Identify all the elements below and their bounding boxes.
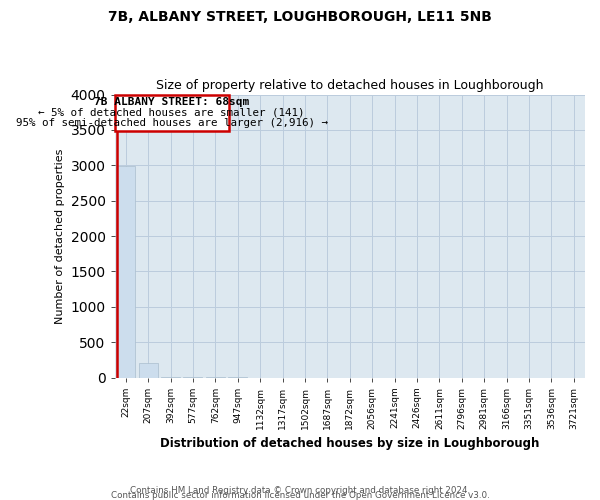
Text: ← 5% of detached houses are smaller (141): ← 5% of detached houses are smaller (141… <box>38 107 305 117</box>
Bar <box>139 363 158 378</box>
Text: 7B ALBANY STREET: 68sqm: 7B ALBANY STREET: 68sqm <box>94 96 249 106</box>
Text: Contains public sector information licensed under the Open Government Licence v3: Contains public sector information licen… <box>110 490 490 500</box>
Text: 95% of semi-detached houses are larger (2,916) →: 95% of semi-detached houses are larger (… <box>16 118 328 128</box>
Y-axis label: Number of detached properties: Number of detached properties <box>55 148 65 324</box>
Text: 7B, ALBANY STREET, LOUGHBOROUGH, LE11 5NB: 7B, ALBANY STREET, LOUGHBOROUGH, LE11 5N… <box>108 10 492 24</box>
Bar <box>116 166 135 378</box>
Title: Size of property relative to detached houses in Loughborough: Size of property relative to detached ho… <box>156 79 544 92</box>
X-axis label: Distribution of detached houses by size in Loughborough: Distribution of detached houses by size … <box>160 437 539 450</box>
Text: Contains HM Land Registry data © Crown copyright and database right 2024.: Contains HM Land Registry data © Crown c… <box>130 486 470 495</box>
FancyBboxPatch shape <box>115 94 229 132</box>
